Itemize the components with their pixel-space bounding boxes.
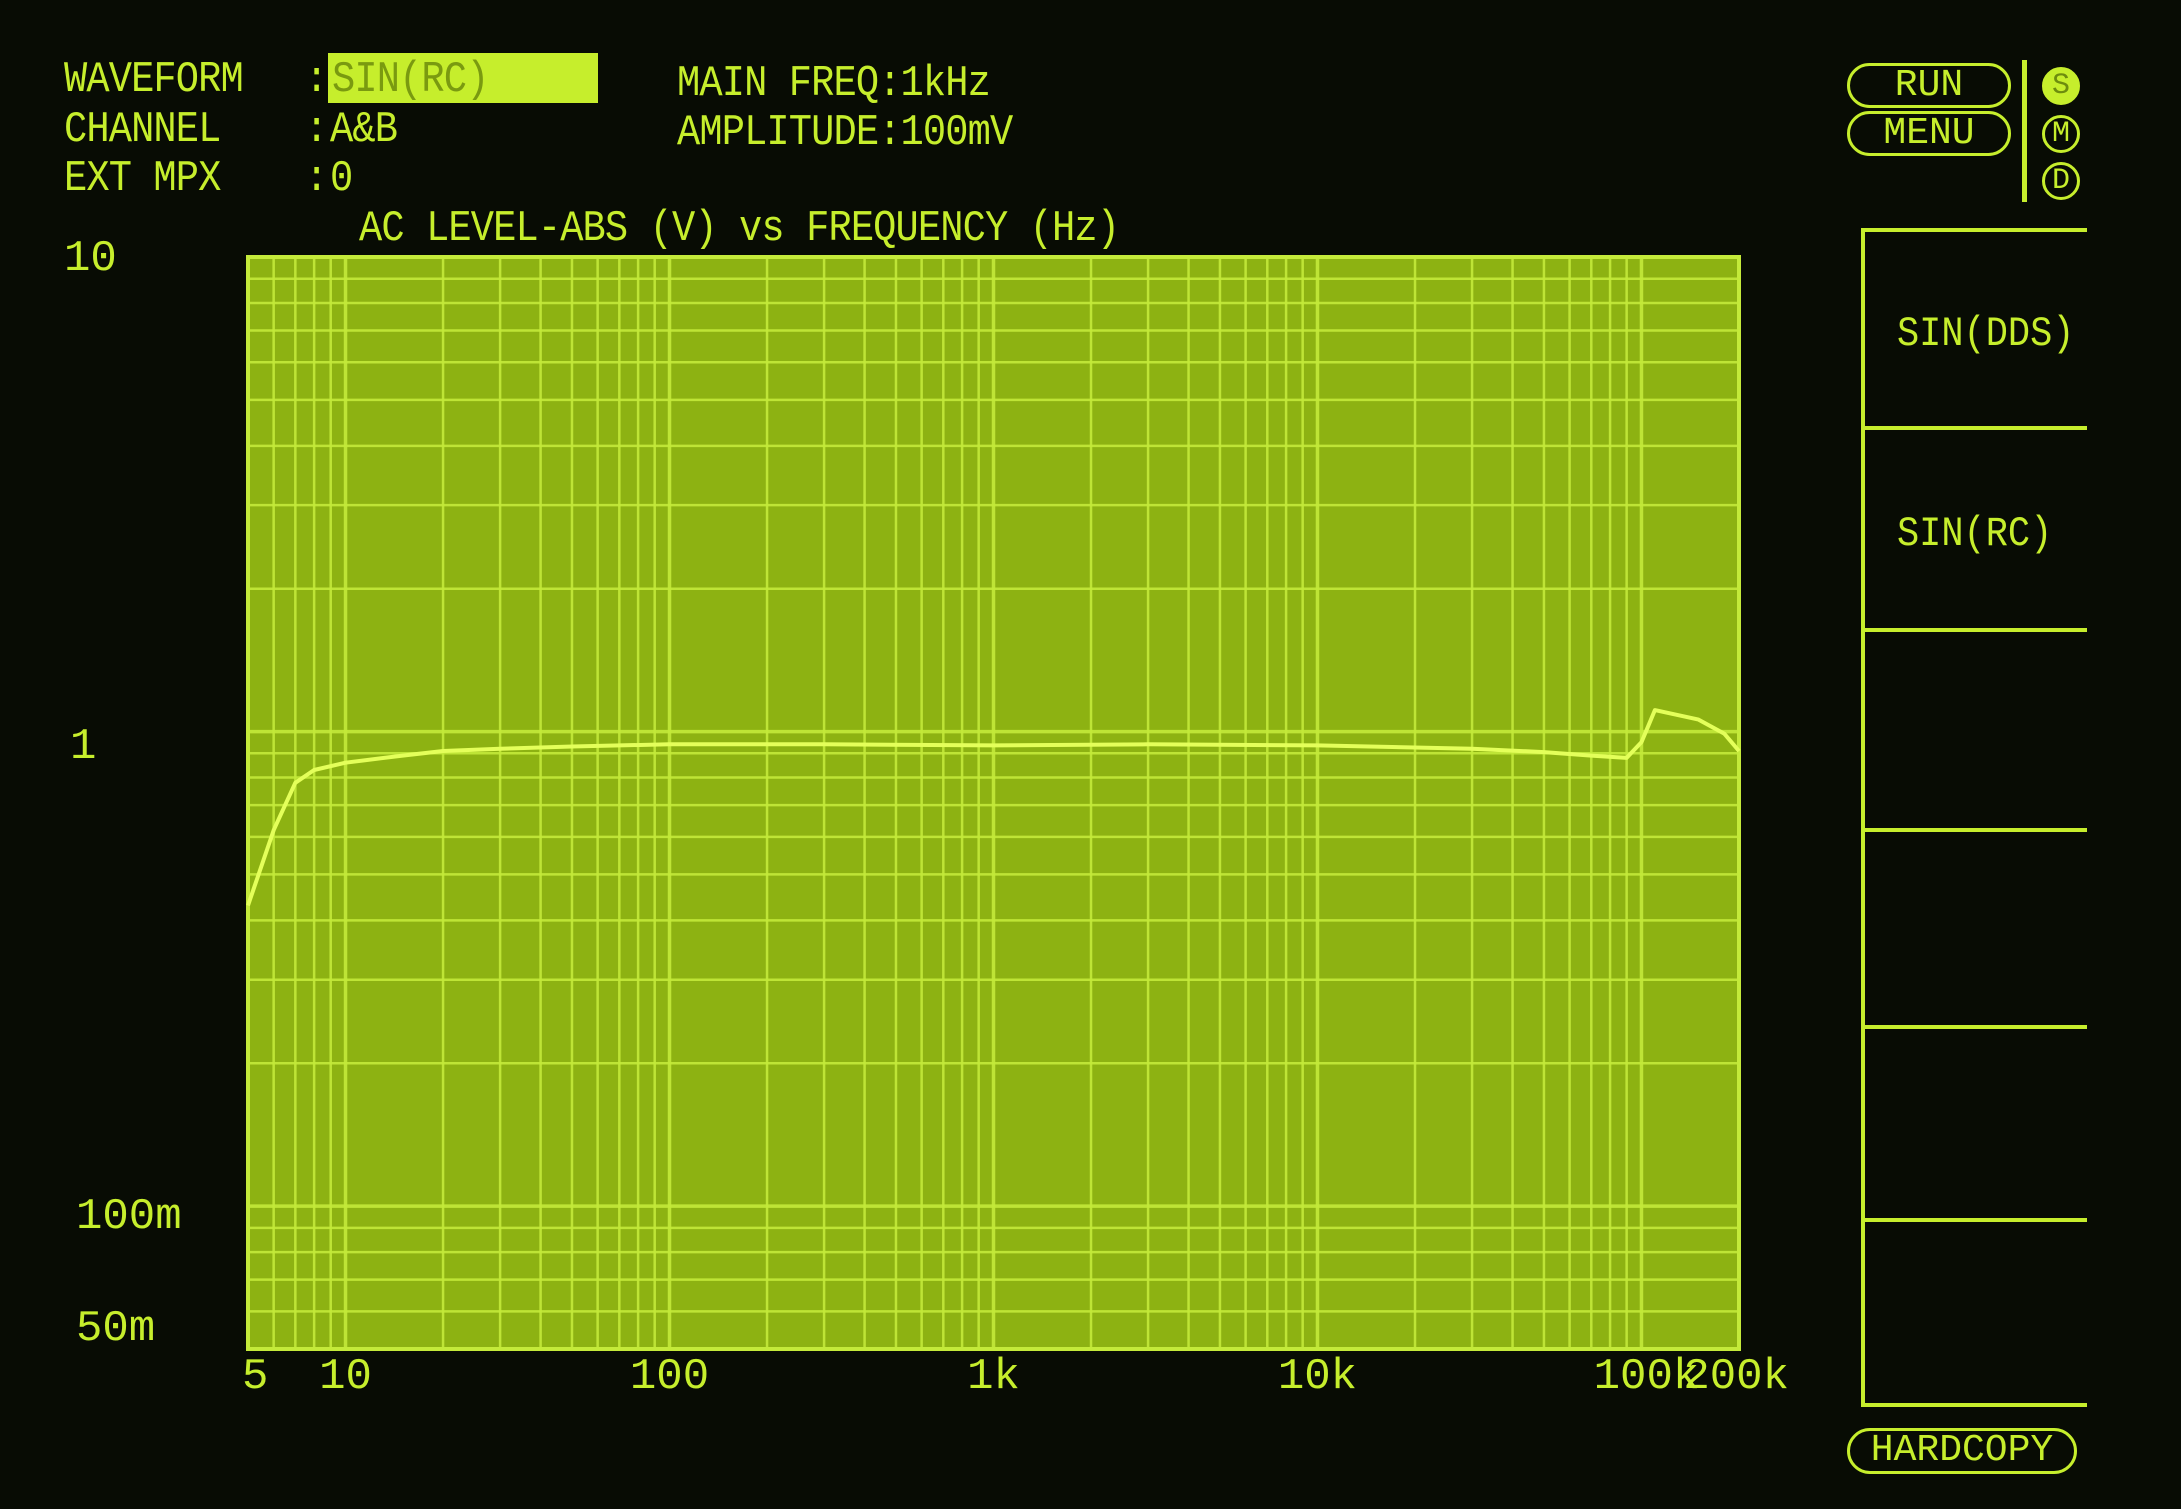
x-tick-label: 1k	[967, 1352, 1020, 1402]
x-tick-label: 10	[319, 1352, 372, 1402]
y-tick-label: 1	[70, 722, 96, 772]
indicator-divider	[2022, 60, 2027, 202]
amplitude: AMPLITUDE:100mV	[677, 108, 1013, 158]
softkey-divider	[1861, 628, 2087, 632]
x-tick-label: 100k	[1594, 1352, 1700, 1402]
softkey-4[interactable]	[1861, 830, 2087, 1027]
softkey-1[interactable]	[1861, 230, 2087, 428]
waveform-highlight[interactable]: SIN(RC)	[328, 53, 598, 103]
waveform-colon: :	[305, 55, 328, 105]
ext-mpx-label: EXT MPX	[64, 154, 221, 204]
hardcopy-button[interactable]: HARDCOPY	[1847, 1428, 2077, 1474]
softkey-divider	[1861, 1403, 2087, 1407]
softkey-divider	[1861, 1025, 2087, 1029]
menu-button[interactable]: MENU	[1847, 111, 2011, 156]
softkey-divider	[1861, 228, 2087, 232]
x-tick-label: 10k	[1278, 1352, 1357, 1402]
y-tick-label: 10	[64, 234, 117, 284]
waveform-value: SIN(RC)	[332, 55, 489, 105]
softkey-divider	[1861, 1218, 2087, 1222]
softkey-divider	[1861, 426, 2087, 430]
softkey-2[interactable]	[1861, 428, 2087, 630]
indicator-d: D	[2042, 162, 2080, 200]
softkey-divider	[1861, 828, 2087, 832]
softkey-6[interactable]	[1861, 1220, 2087, 1405]
channel-label: CHANNEL	[64, 105, 221, 155]
main-freq: MAIN FREQ:1kHz	[677, 59, 991, 109]
ext-mpx-value: 0	[330, 154, 353, 204]
softkey-sin-rc-label: SIN(RC)	[1897, 510, 2053, 558]
softkey-3[interactable]	[1861, 630, 2087, 830]
x-tick-label: 100	[630, 1352, 709, 1402]
softkey-sin-dds-label: SIN(DDS)	[1897, 310, 2075, 358]
y-tick-label: 50m	[76, 1304, 155, 1354]
x-tick-label: 5	[242, 1352, 268, 1402]
chart-title: AC LEVEL-ABS (V) vs FREQUENCY (Hz)	[359, 204, 1120, 254]
channel-value: A&B	[330, 105, 398, 155]
softkey-5[interactable]	[1861, 1027, 2087, 1220]
series-line	[246, 708, 1741, 907]
waveform-label: WAVEFORM	[64, 55, 244, 105]
run-button[interactable]: RUN	[1847, 63, 2011, 108]
ext-mpx-colon: :	[305, 154, 328, 204]
x-tick-label: 200k	[1683, 1352, 1789, 1402]
y-tick-label: 100m	[76, 1192, 182, 1242]
indicator-m: M	[2042, 115, 2080, 153]
channel-colon: :	[305, 105, 328, 155]
indicator-s: S	[2042, 67, 2080, 105]
